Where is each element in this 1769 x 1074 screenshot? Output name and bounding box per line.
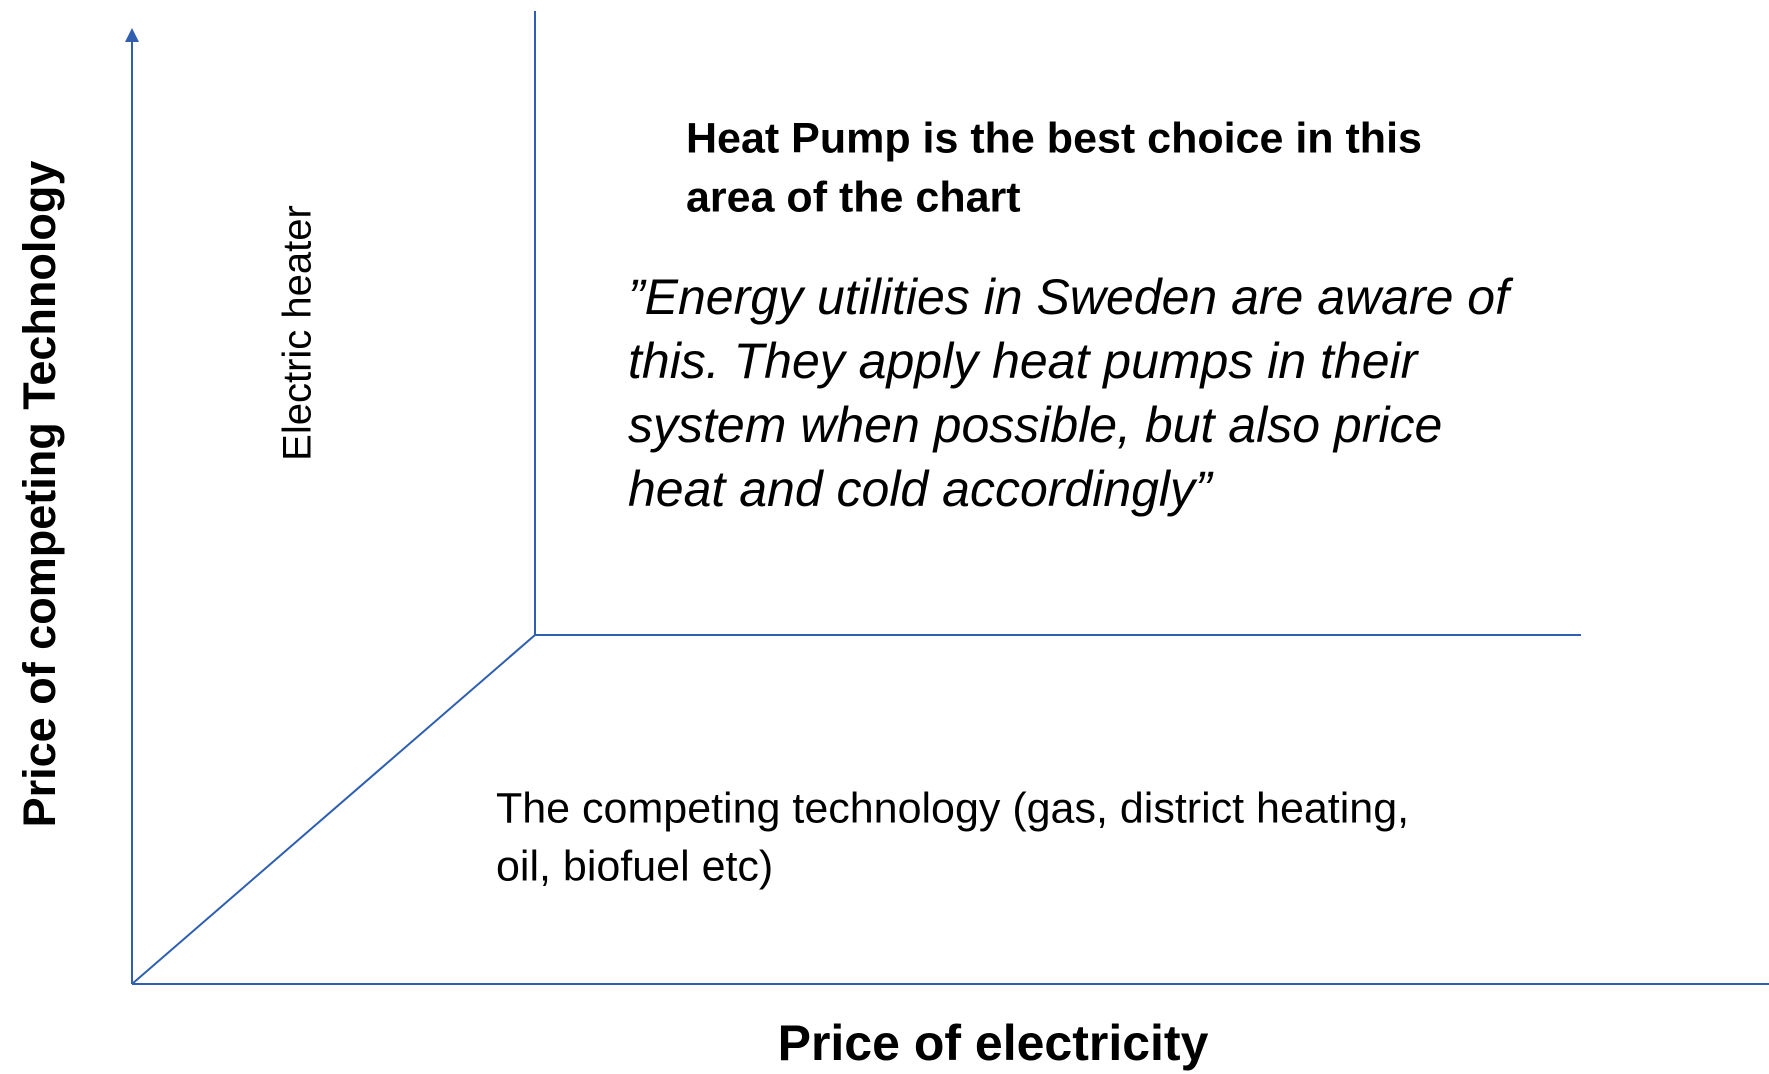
y-axis-arrow [125,28,139,42]
region-label: The competing technology (gas, district … [496,784,1409,890]
text-line: ”Energy utilities in Sweden are aware of [628,269,1514,325]
y-axis-label: Price of competing Technology [14,161,65,828]
text-line: area of the chart [686,173,1021,221]
text-line: Heat Pump is the best choice in this [686,114,1422,162]
x-axis-label: Price of electricity [778,1015,1209,1071]
text-line: this. They apply heat pumps in their [628,333,1420,389]
text-line: system when possible, but also price [628,397,1442,453]
quote: ”Energy utilities in Sweden are aware of… [628,269,1514,517]
text-line: The competing technology (gas, district … [496,784,1409,832]
heading: Heat Pump is the best choice in this area… [686,114,1422,221]
text-line: heat and cold accordingly” [628,461,1214,517]
diagonal-boundary [131,634,536,985]
text-line: oil, biofuel etc) [496,842,773,890]
region-label: Electric heater [276,205,320,461]
